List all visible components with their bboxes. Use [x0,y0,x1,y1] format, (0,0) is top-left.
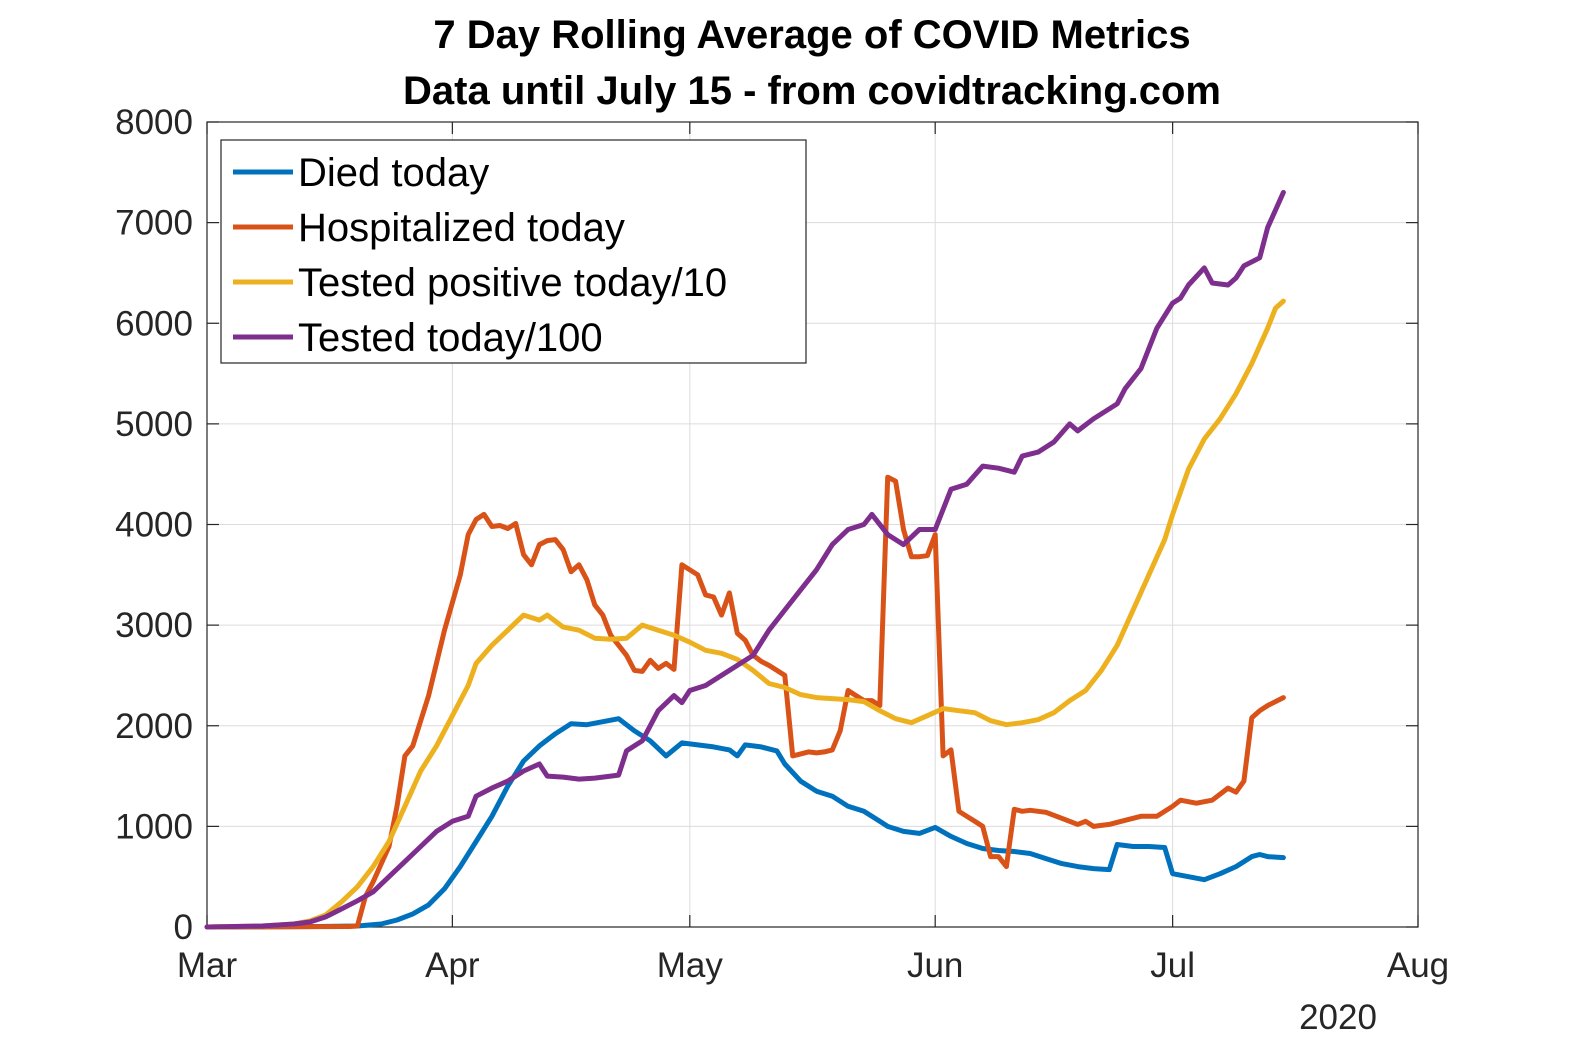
axes: 0 1000 2000 3000 4000 5000 6000 7000 8000 Mar Apr M… [115,103,1449,1037]
x-tick-label: Apr [425,946,480,985]
legend-box [220,139,807,364]
y-tick-label: 0 [174,908,193,947]
legend-label: Tested today/100 [298,316,603,360]
y-tick-label: 8000 [115,103,193,142]
y-tick-label: 3000 [115,606,193,645]
series-line-1 [204,716,1286,930]
series-line-4 [204,189,1286,930]
y-tick-label: 1000 [115,807,193,846]
x-year-label: 2020 [1299,998,1377,1037]
legend-label: Died today [298,151,489,195]
legend: Died today Hospitalized today Tested posit… [220,139,807,364]
y-tick-label: 6000 [115,304,193,343]
y-tick-label: 7000 [115,204,193,243]
x-tick-label: Mar [177,946,238,985]
chart-title: 7 Day Rolling Average of COVID Metrics [433,13,1190,57]
y-tick-label: 4000 [115,506,193,545]
legend-label: Tested positive today/10 [298,261,727,305]
x-tick-label: Jul [1150,946,1195,985]
series-line-2 [204,474,1286,930]
legend-label: Hospitalized today [298,206,625,250]
chart-subtitle: Data until July 15 - from covidtracking.… [403,69,1221,113]
x-tick-label: Jun [907,946,963,985]
x-tick-label: May [657,946,724,985]
series-lines [204,189,1286,930]
series-line-3 [204,298,1286,930]
y-tick-label: 5000 [115,405,193,444]
y-tick-label: 2000 [115,707,193,746]
x-tick-label: Aug [1387,946,1449,985]
